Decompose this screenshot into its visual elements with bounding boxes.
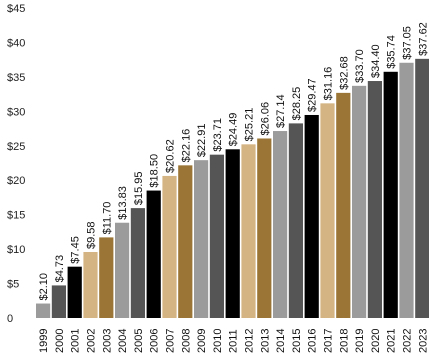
y-tick-label: $25 [7, 141, 25, 153]
data-label: $37.62 [417, 22, 429, 56]
x-tick-label: 2011 [228, 329, 240, 353]
data-label: $13.83 [117, 186, 129, 220]
data-label: $4.73 [54, 255, 66, 283]
bar [178, 165, 193, 318]
y-tick-label: $45 [7, 3, 25, 15]
x-tick-label: 2003 [101, 329, 113, 353]
bar [383, 71, 398, 318]
x-tick-label: 2007 [165, 329, 177, 353]
data-labels: $2.10 $4.73 $7.45 $9.58$11.70 $13.83 $15.95 $1… [38, 22, 429, 300]
x-tick-label: 2019 [354, 329, 366, 353]
data-label: $33.70 [354, 49, 366, 83]
data-label: $2.10 [38, 273, 50, 301]
x-tick-label: 2000 [54, 329, 66, 353]
x-tick-label: 2018 [338, 329, 350, 353]
x-tick-label: 2014 [275, 329, 287, 353]
bar [399, 62, 414, 318]
y-tick-label: $15 [7, 210, 25, 222]
bar [336, 92, 351, 319]
x-tick-label: 2020 [370, 329, 382, 353]
data-label: $25.21 [244, 108, 256, 142]
x-tick-label: 1999 [38, 329, 50, 353]
data-label: $28.25 [291, 87, 303, 121]
x-axis: 1999 2000 2001 2002 2003 2004 2005 2006 2007 2008… [38, 329, 429, 353]
data-label: $22.91 [196, 124, 208, 158]
data-label: $34.40 [370, 44, 382, 78]
x-tick-label: 2021 [386, 329, 398, 353]
bar [225, 149, 240, 318]
bar [273, 131, 288, 318]
x-tick-label: 2023 [417, 329, 429, 353]
y-axis: 0 $5 $10 $15 $20 $25 $30 $35 $40 $45 [7, 3, 25, 325]
y-tick-label: $5 [7, 279, 19, 291]
x-tick-label: 2016 [307, 329, 319, 353]
data-label: $31.16 [323, 67, 335, 101]
y-tick-label: 0 [7, 313, 13, 325]
bars [36, 58, 429, 319]
x-tick-label: 2022 [402, 329, 414, 353]
bar [415, 58, 429, 319]
x-tick-label: 2015 [291, 329, 303, 353]
bar [352, 85, 367, 318]
bar [367, 81, 382, 319]
data-label: $18.50 [149, 154, 161, 188]
x-tick-label: 2017 [323, 329, 335, 353]
bar [241, 144, 256, 318]
data-label: $27.14 [275, 94, 287, 128]
bar [51, 285, 66, 318]
data-label: $22.16 [180, 129, 192, 163]
bar [288, 123, 303, 318]
x-tick-label: 2013 [259, 329, 271, 353]
x-tick-label: 2001 [70, 329, 82, 353]
y-tick-label: $30 [7, 106, 25, 118]
data-label: $29.47 [307, 78, 319, 112]
bar [194, 160, 209, 318]
data-label: $35.74 [386, 35, 398, 69]
data-label: $24.49 [228, 113, 240, 147]
data-label: $23.71 [212, 118, 224, 152]
x-tick-label: 2012 [244, 329, 256, 353]
x-tick-label: 2008 [180, 329, 192, 353]
y-tick-label: $35 [7, 72, 25, 84]
bar [99, 237, 114, 318]
bar [36, 303, 51, 318]
y-tick-label: $20 [7, 175, 25, 187]
y-tick-label: $10 [7, 244, 25, 256]
bar [320, 103, 335, 318]
x-tick-label: 2006 [149, 329, 161, 353]
x-tick-label: 2004 [117, 329, 129, 353]
bar [304, 114, 319, 318]
data-label: $26.06 [259, 102, 271, 136]
x-tick-label: 2005 [133, 329, 145, 353]
bar [162, 175, 177, 318]
bar [130, 208, 145, 318]
y-tick-label: $40 [7, 37, 25, 49]
data-label: $11.70 [101, 202, 113, 235]
x-tick-label: 2009 [196, 329, 208, 353]
data-label: $9.58 [86, 221, 98, 249]
bar [115, 222, 130, 318]
bar [67, 266, 82, 318]
data-label: $20.62 [165, 139, 177, 173]
data-label: $32.68 [338, 56, 350, 90]
data-label: $15.95 [133, 171, 145, 205]
bar [257, 138, 272, 318]
bar [83, 252, 98, 318]
data-label: $7.45 [70, 236, 82, 264]
x-tick-label: 2010 [212, 329, 224, 353]
data-label: $37.05 [402, 26, 414, 60]
x-tick-label: 2002 [86, 329, 98, 353]
bar [146, 190, 161, 318]
bar [209, 154, 224, 318]
